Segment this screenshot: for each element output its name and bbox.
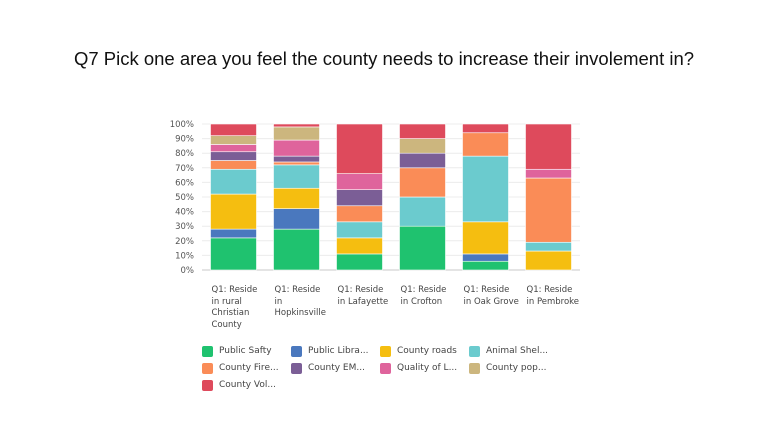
legend-item[interactable]: County Vol... <box>202 379 291 391</box>
bar-segment[interactable] <box>210 135 257 145</box>
legend-item[interactable]: Public Safty <box>202 345 291 357</box>
x-category-label: Q1: Reside in Lafayette <box>337 285 389 307</box>
bar-segment[interactable] <box>525 168 572 179</box>
legend-label: Public Safty <box>219 346 272 356</box>
legend-swatch <box>380 345 391 357</box>
bar-segment[interactable] <box>210 193 257 230</box>
y-tick-label: 40% <box>175 208 194 218</box>
legend-swatch <box>469 362 480 374</box>
bar-segment[interactable] <box>525 123 572 170</box>
bar-segment[interactable] <box>273 123 320 128</box>
bar-segment[interactable] <box>273 187 320 209</box>
bar-segment[interactable] <box>525 241 572 252</box>
y-tick-label: 90% <box>175 135 194 145</box>
legend-label: County Fire... <box>219 363 279 373</box>
chart-plot: 0% 10% 20% 30% 40% 50% 60% 70% 80% 90% 100% <box>170 120 580 276</box>
bar-segment[interactable] <box>273 208 320 230</box>
legend-item[interactable]: Animal Shel... <box>469 345 558 357</box>
y-tick-label: 60% <box>175 178 194 188</box>
legend-swatch <box>291 362 302 374</box>
legend-item[interactable]: Public Libra... <box>291 345 380 357</box>
bar-segment[interactable] <box>336 123 383 174</box>
legend-swatch <box>202 362 213 374</box>
bar-segment[interactable] <box>462 221 509 255</box>
legend-item[interactable]: County Fire... <box>202 362 291 374</box>
bar-segment[interactable] <box>336 189 383 207</box>
bar-segment[interactable] <box>210 237 257 271</box>
y-tick-label: 100% <box>170 120 194 130</box>
bar-segment[interactable] <box>399 152 446 169</box>
legend-label: County roads <box>397 346 457 356</box>
bar-segment[interactable] <box>462 123 509 134</box>
chart-area: 0% 10% 20% 30% 40% 50% 60% 70% 80% 90% 100% Q1: Re… <box>160 115 590 335</box>
bar-segment[interactable] <box>399 123 446 139</box>
legend-swatch <box>291 345 302 357</box>
bar-segment[interactable] <box>273 139 320 157</box>
bar-segment[interactable] <box>462 155 509 223</box>
legend-swatch <box>380 362 391 374</box>
legend-label: County Vol... <box>219 380 276 390</box>
y-tick-label: 70% <box>175 164 194 174</box>
bar-segment[interactable] <box>399 138 446 154</box>
bar-segment[interactable] <box>462 132 509 157</box>
legend-swatch <box>202 345 213 357</box>
bar-segment[interactable] <box>210 144 257 153</box>
legend-item[interactable]: Quality of L... <box>380 362 469 374</box>
x-category-label: Q1: Reside in Crofton <box>400 285 447 307</box>
legend-swatch <box>469 345 480 357</box>
legend-label: County EM... <box>308 363 365 373</box>
legend-label: Public Libra... <box>308 346 369 356</box>
y-tick-label: 10% <box>175 251 194 261</box>
y-tick-label: 80% <box>175 149 194 159</box>
legend-swatch <box>202 379 213 391</box>
y-tick-label: 20% <box>175 237 194 247</box>
legend-label: Animal Shel... <box>486 346 549 356</box>
x-category-label: Q1: Reside in Oak Grove <box>463 285 519 307</box>
bar-segment[interactable] <box>336 173 383 190</box>
bar-segment[interactable] <box>273 155 320 163</box>
legend-label: Quality of L... <box>397 363 458 373</box>
bar-segment[interactable] <box>336 237 383 255</box>
bar-segment[interactable] <box>210 228 257 239</box>
chart-title: Q7 Pick one area you feel the county nee… <box>73 48 695 69</box>
bar-segment[interactable] <box>210 123 257 136</box>
bar-segment[interactable] <box>336 221 383 239</box>
bar-segment[interactable] <box>399 167 446 198</box>
bar-segment[interactable] <box>399 196 446 227</box>
y-tick-label: 0% <box>181 266 195 276</box>
bar-segment[interactable] <box>210 151 257 161</box>
legend-label: County pop... <box>486 363 547 373</box>
x-category-label: Q1: Reside in rural Christian County <box>211 285 258 330</box>
x-category-label: Q1: Reside in Hopkinsville <box>274 285 326 318</box>
chart-legend: Public Safty Public Libra... County roads A… <box>202 345 582 391</box>
bar-segment[interactable] <box>336 253 383 271</box>
bar-segment[interactable] <box>525 177 572 243</box>
bar-segment[interactable] <box>462 253 509 262</box>
bar-segment[interactable] <box>210 168 257 195</box>
bar-segment[interactable] <box>273 228 320 271</box>
y-tick-label: 50% <box>175 193 194 203</box>
bar-segment[interactable] <box>273 164 320 189</box>
bar-segment[interactable] <box>273 161 320 166</box>
bar-segment[interactable] <box>336 205 383 223</box>
x-category-label: Q1: Reside in Pembroke <box>526 285 580 307</box>
bar-segment[interactable] <box>210 160 257 170</box>
bar-segment[interactable] <box>399 225 446 271</box>
y-tick-label: 30% <box>175 222 194 232</box>
bar-segment[interactable] <box>462 260 509 271</box>
legend-item[interactable]: County EM... <box>291 362 380 374</box>
legend-item[interactable]: County pop... <box>469 362 558 374</box>
legend-item[interactable]: County roads <box>380 345 469 357</box>
bar-segment[interactable] <box>273 126 320 141</box>
bar-segment[interactable] <box>525 250 572 271</box>
